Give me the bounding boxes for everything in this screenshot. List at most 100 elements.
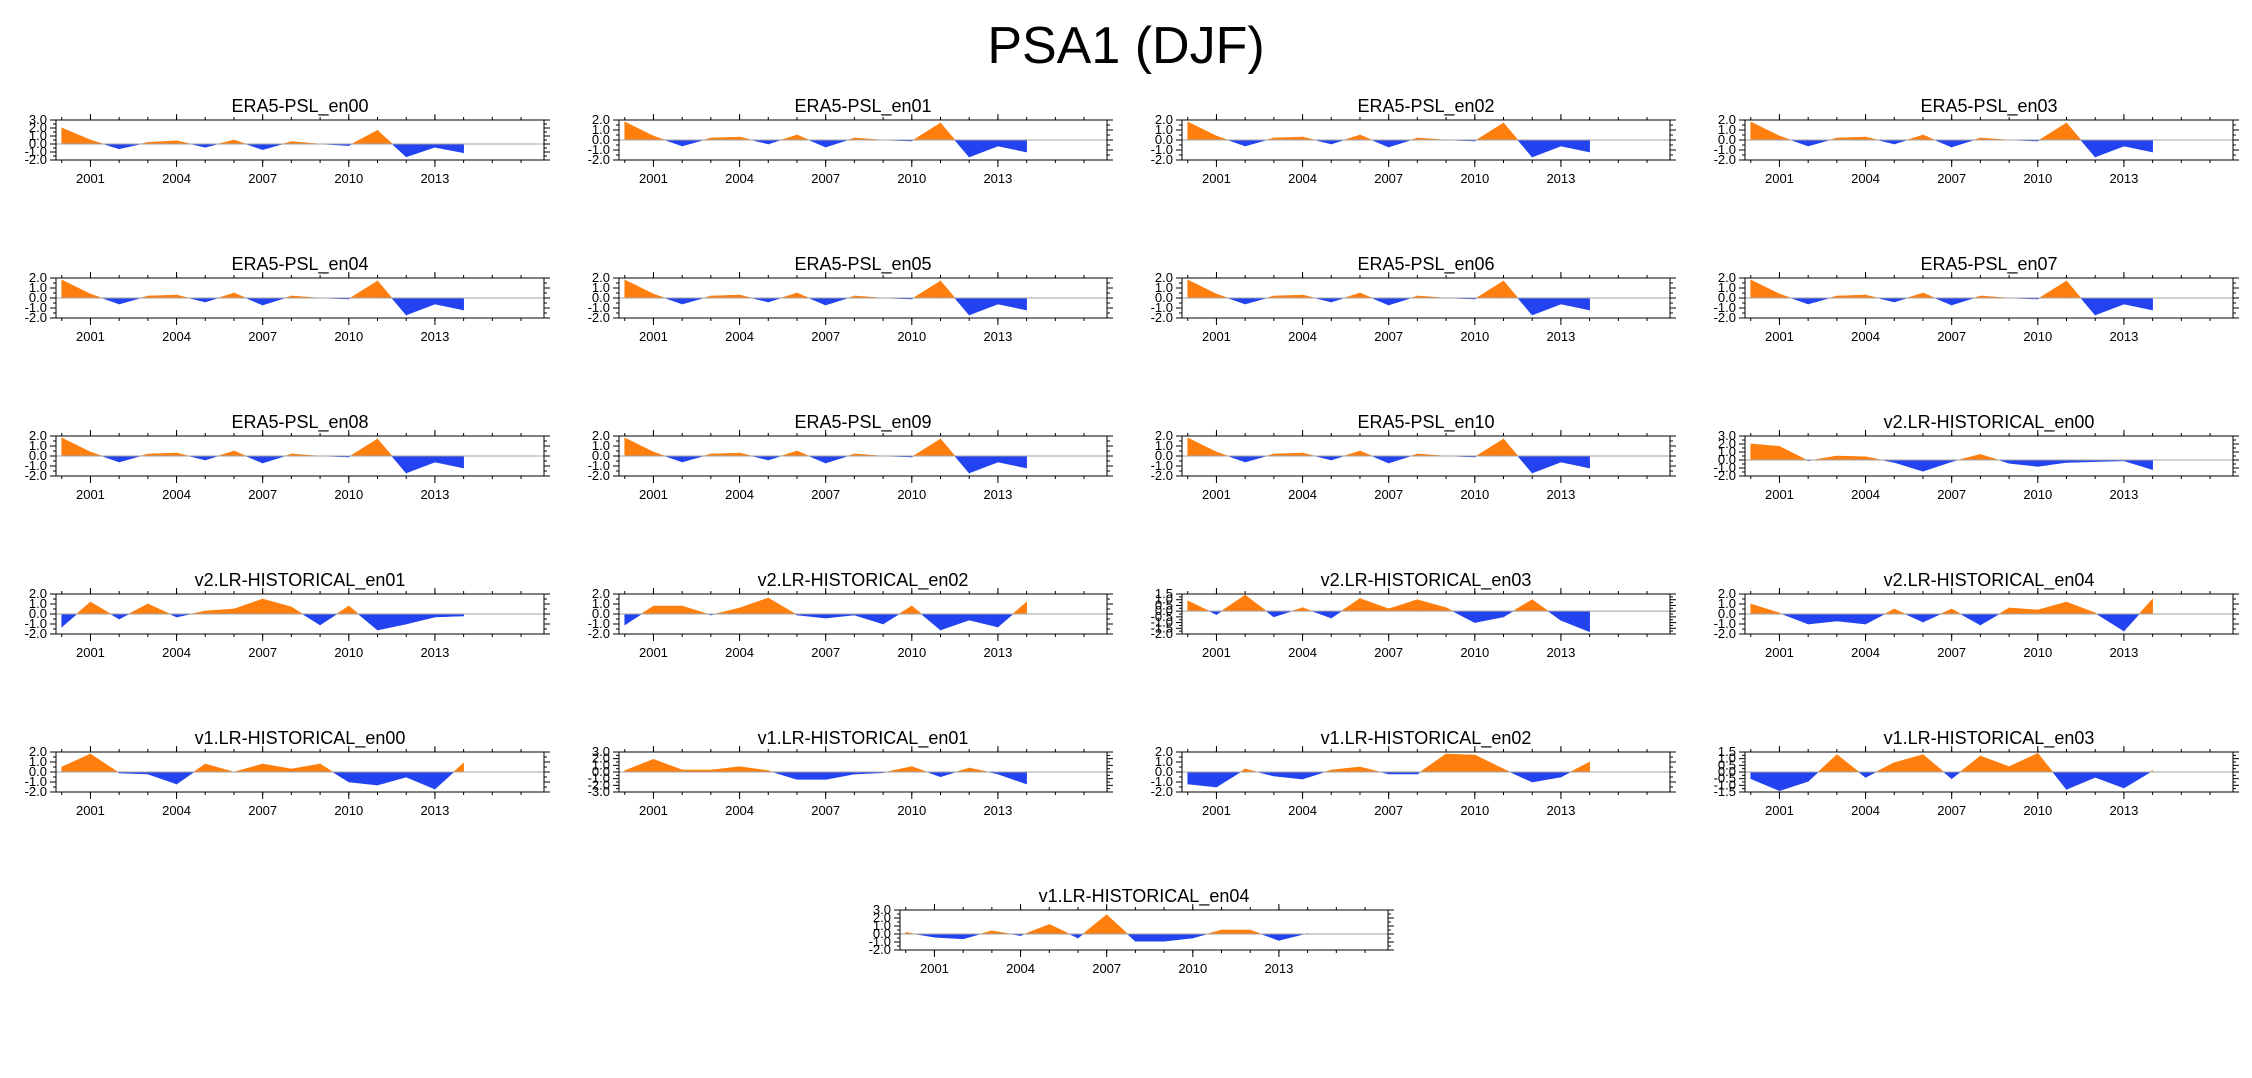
negative-area-3 — [204, 297, 219, 303]
panel-svg-1: ERA5-PSL_en01 2.01.00.0-1.0-2.0 2001 2004 20… — [588, 96, 1113, 186]
y-tick-label: -1.0 — [1714, 300, 1736, 315]
negative-area-4 — [1312, 610, 1332, 619]
x-tick-label: 2004 — [162, 487, 191, 502]
positive-area-10 — [377, 129, 394, 145]
x-tick-label: 2013 — [983, 487, 1012, 502]
negative-area-2 — [1314, 455, 1332, 461]
positive-area-6 — [796, 292, 810, 299]
positive-area-4 — [739, 597, 769, 615]
y-tick-label: 0.0 — [1718, 606, 1736, 621]
positive-area-1 — [1779, 293, 1792, 299]
y-tick-label: -1.0 — [1714, 777, 1736, 792]
negative-area-1 — [109, 613, 120, 620]
x-tick-label: 2013 — [420, 329, 449, 344]
negative-area-11 — [997, 613, 1014, 628]
x-tick-label: 2010 — [334, 329, 363, 344]
positive-area-3 — [710, 766, 740, 773]
positive-area-9 — [2038, 122, 2067, 141]
x-tick-label: 2004 — [1851, 487, 1880, 502]
y-tick-label: 1.0 — [873, 918, 891, 933]
x-tick-label: 2004 — [725, 803, 754, 818]
panel-svg-19: v1.LR-HISTORICAL_en03 1.51.00.50.0-0.5-1.… — [1714, 728, 2239, 818]
y-tick-label: 1.0 — [29, 280, 47, 295]
positive-area-6 — [897, 605, 913, 615]
x-tick-label: 2010 — [334, 803, 363, 818]
panel-title: v1.LR-HISTORICAL_en02 — [1321, 728, 1532, 749]
positive-area-1 — [653, 605, 683, 615]
x-tick-label: 2007 — [1374, 803, 1403, 818]
y-tick-label: -1.5 — [1151, 620, 1173, 635]
y-tick-label: -2.0 — [25, 784, 47, 799]
y-tick-label: 1.0 — [1155, 438, 1173, 453]
negative-area-4 — [808, 139, 826, 148]
positive-area-6 — [233, 292, 247, 299]
positive-area-2 — [128, 603, 149, 615]
negative-area-8 — [2080, 297, 2096, 316]
y-tick-label: 1.5 — [1155, 586, 1173, 601]
negative-area-3 — [1893, 297, 1908, 303]
panel-svg-18: v1.LR-HISTORICAL_en02 2.01.00.0-1.0-2.0 20… — [1151, 728, 1676, 818]
plot-frame — [1744, 435, 2234, 477]
panel-title: v2.LR-HISTORICAL_en00 — [1884, 412, 2095, 433]
negative-area-0 — [1790, 139, 1809, 147]
negative-area-4 — [245, 297, 263, 306]
panel-title: ERA5-PSL_en03 — [1920, 96, 2057, 117]
positive-area-4 — [233, 763, 263, 773]
negative-area-9 — [405, 297, 436, 316]
x-tick-label: 2001 — [1765, 803, 1794, 818]
panel-title: ERA5-PSL_en07 — [1920, 254, 2057, 275]
x-tick-label: 2004 — [1851, 329, 1880, 344]
y-tick-label: -2.0 — [25, 310, 47, 325]
y-tick-label: 2.0 — [592, 586, 610, 601]
negative-area-4 — [1371, 297, 1389, 306]
positive-area-9 — [912, 280, 941, 299]
positive-area-9 — [349, 280, 378, 299]
negative-area-2 — [188, 455, 206, 461]
positive-area-6 — [1106, 914, 1129, 935]
positive-area-1 — [1220, 594, 1246, 612]
y-tick-label: 1.0 — [592, 757, 610, 772]
panel-title: ERA5-PSL_en08 — [231, 412, 368, 433]
y-tick-label: -2.0 — [588, 468, 610, 483]
y-tick-label: 0.0 — [873, 926, 891, 941]
panel-svg-9: ERA5-PSL_en09 2.01.00.0-1.0-2.0 2001 2004 20… — [588, 412, 1113, 502]
negative-area-6 — [377, 771, 407, 786]
positive-area-5 — [1082, 914, 1107, 935]
positive-area-0 — [1817, 753, 1838, 773]
y-tick-label: 0.0 — [1155, 290, 1173, 305]
negative-area-3 — [1273, 771, 1303, 780]
negative-area-1 — [934, 933, 964, 940]
negative-area-8 — [2066, 771, 2096, 790]
panel-svg-4: ERA5-PSL_en04 2.01.00.0-1.0-2.0 2001 2004 20… — [25, 254, 550, 344]
y-tick-label: -2.0 — [25, 626, 47, 641]
y-tick-label: -1.0 — [1714, 460, 1736, 475]
positive-area-5 — [204, 608, 235, 615]
negative-area-8 — [434, 771, 455, 790]
negative-area-0 — [103, 143, 120, 150]
negative-area-9 — [968, 139, 999, 158]
negative-area-3 — [1893, 459, 1924, 472]
negative-area-5 — [825, 297, 849, 306]
negative-area-3 — [767, 139, 782, 145]
negative-area-8 — [1517, 139, 1533, 158]
positive-area-3 — [1836, 455, 1866, 461]
y-tick-label: -1.0 — [869, 934, 891, 949]
y-tick-label: -2.0 — [588, 152, 610, 167]
positive-area-5 — [767, 597, 797, 615]
negative-area-1 — [796, 771, 826, 780]
positive-area-10 — [1503, 438, 1519, 457]
y-tick-label: 2.0 — [29, 120, 47, 135]
positive-area-5 — [262, 763, 292, 773]
x-tick-label: 2013 — [1546, 487, 1575, 502]
plot-frame — [55, 119, 545, 161]
x-tick-label: 2004 — [725, 645, 754, 660]
negative-area-10 — [1560, 297, 1590, 311]
negative-area-0 — [101, 455, 120, 463]
x-tick-label: 2013 — [2109, 171, 2138, 186]
positive-area-1 — [653, 758, 683, 773]
positive-area-6 — [1359, 292, 1373, 299]
positive-area-1 — [90, 293, 103, 299]
negative-area-8 — [391, 455, 407, 474]
negative-area-3 — [1330, 297, 1345, 303]
negative-area-2 — [1265, 610, 1275, 618]
